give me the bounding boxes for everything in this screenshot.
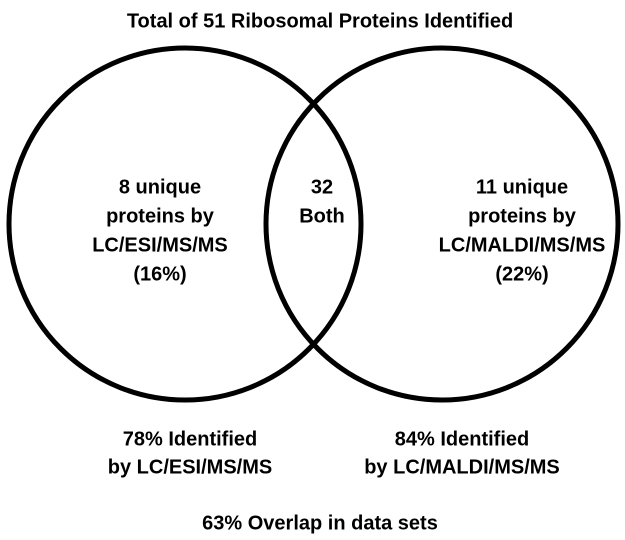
overlap-line: 32 xyxy=(311,176,333,198)
left-circle xyxy=(6,45,364,403)
overlap-line: Both xyxy=(299,205,345,227)
title: Total of 51 Ribosomal Proteins Identifie… xyxy=(127,10,513,32)
right-region-line: LC/MALDI/MS/MS xyxy=(439,234,606,256)
left-caption: by LC/ESI/MS/MS xyxy=(108,456,272,478)
left-region-line: 8 unique xyxy=(119,176,201,198)
footer: 63% Overlap in data sets xyxy=(202,512,438,534)
right-caption: 84% Identified xyxy=(395,428,529,450)
left-region-line: proteins by xyxy=(106,205,215,227)
right-region-line: 11 unique xyxy=(476,176,568,198)
right-caption: by LC/MALDI/MS/MS xyxy=(364,456,560,478)
right-circle xyxy=(263,45,621,403)
right-region-line: (22%) xyxy=(495,263,548,285)
left-region-line: (16%) xyxy=(133,263,186,285)
left-region-line: LC/ESI/MS/MS xyxy=(92,234,228,256)
right-region-line: proteins by xyxy=(468,205,577,227)
left-caption: 78% Identified xyxy=(123,428,257,450)
